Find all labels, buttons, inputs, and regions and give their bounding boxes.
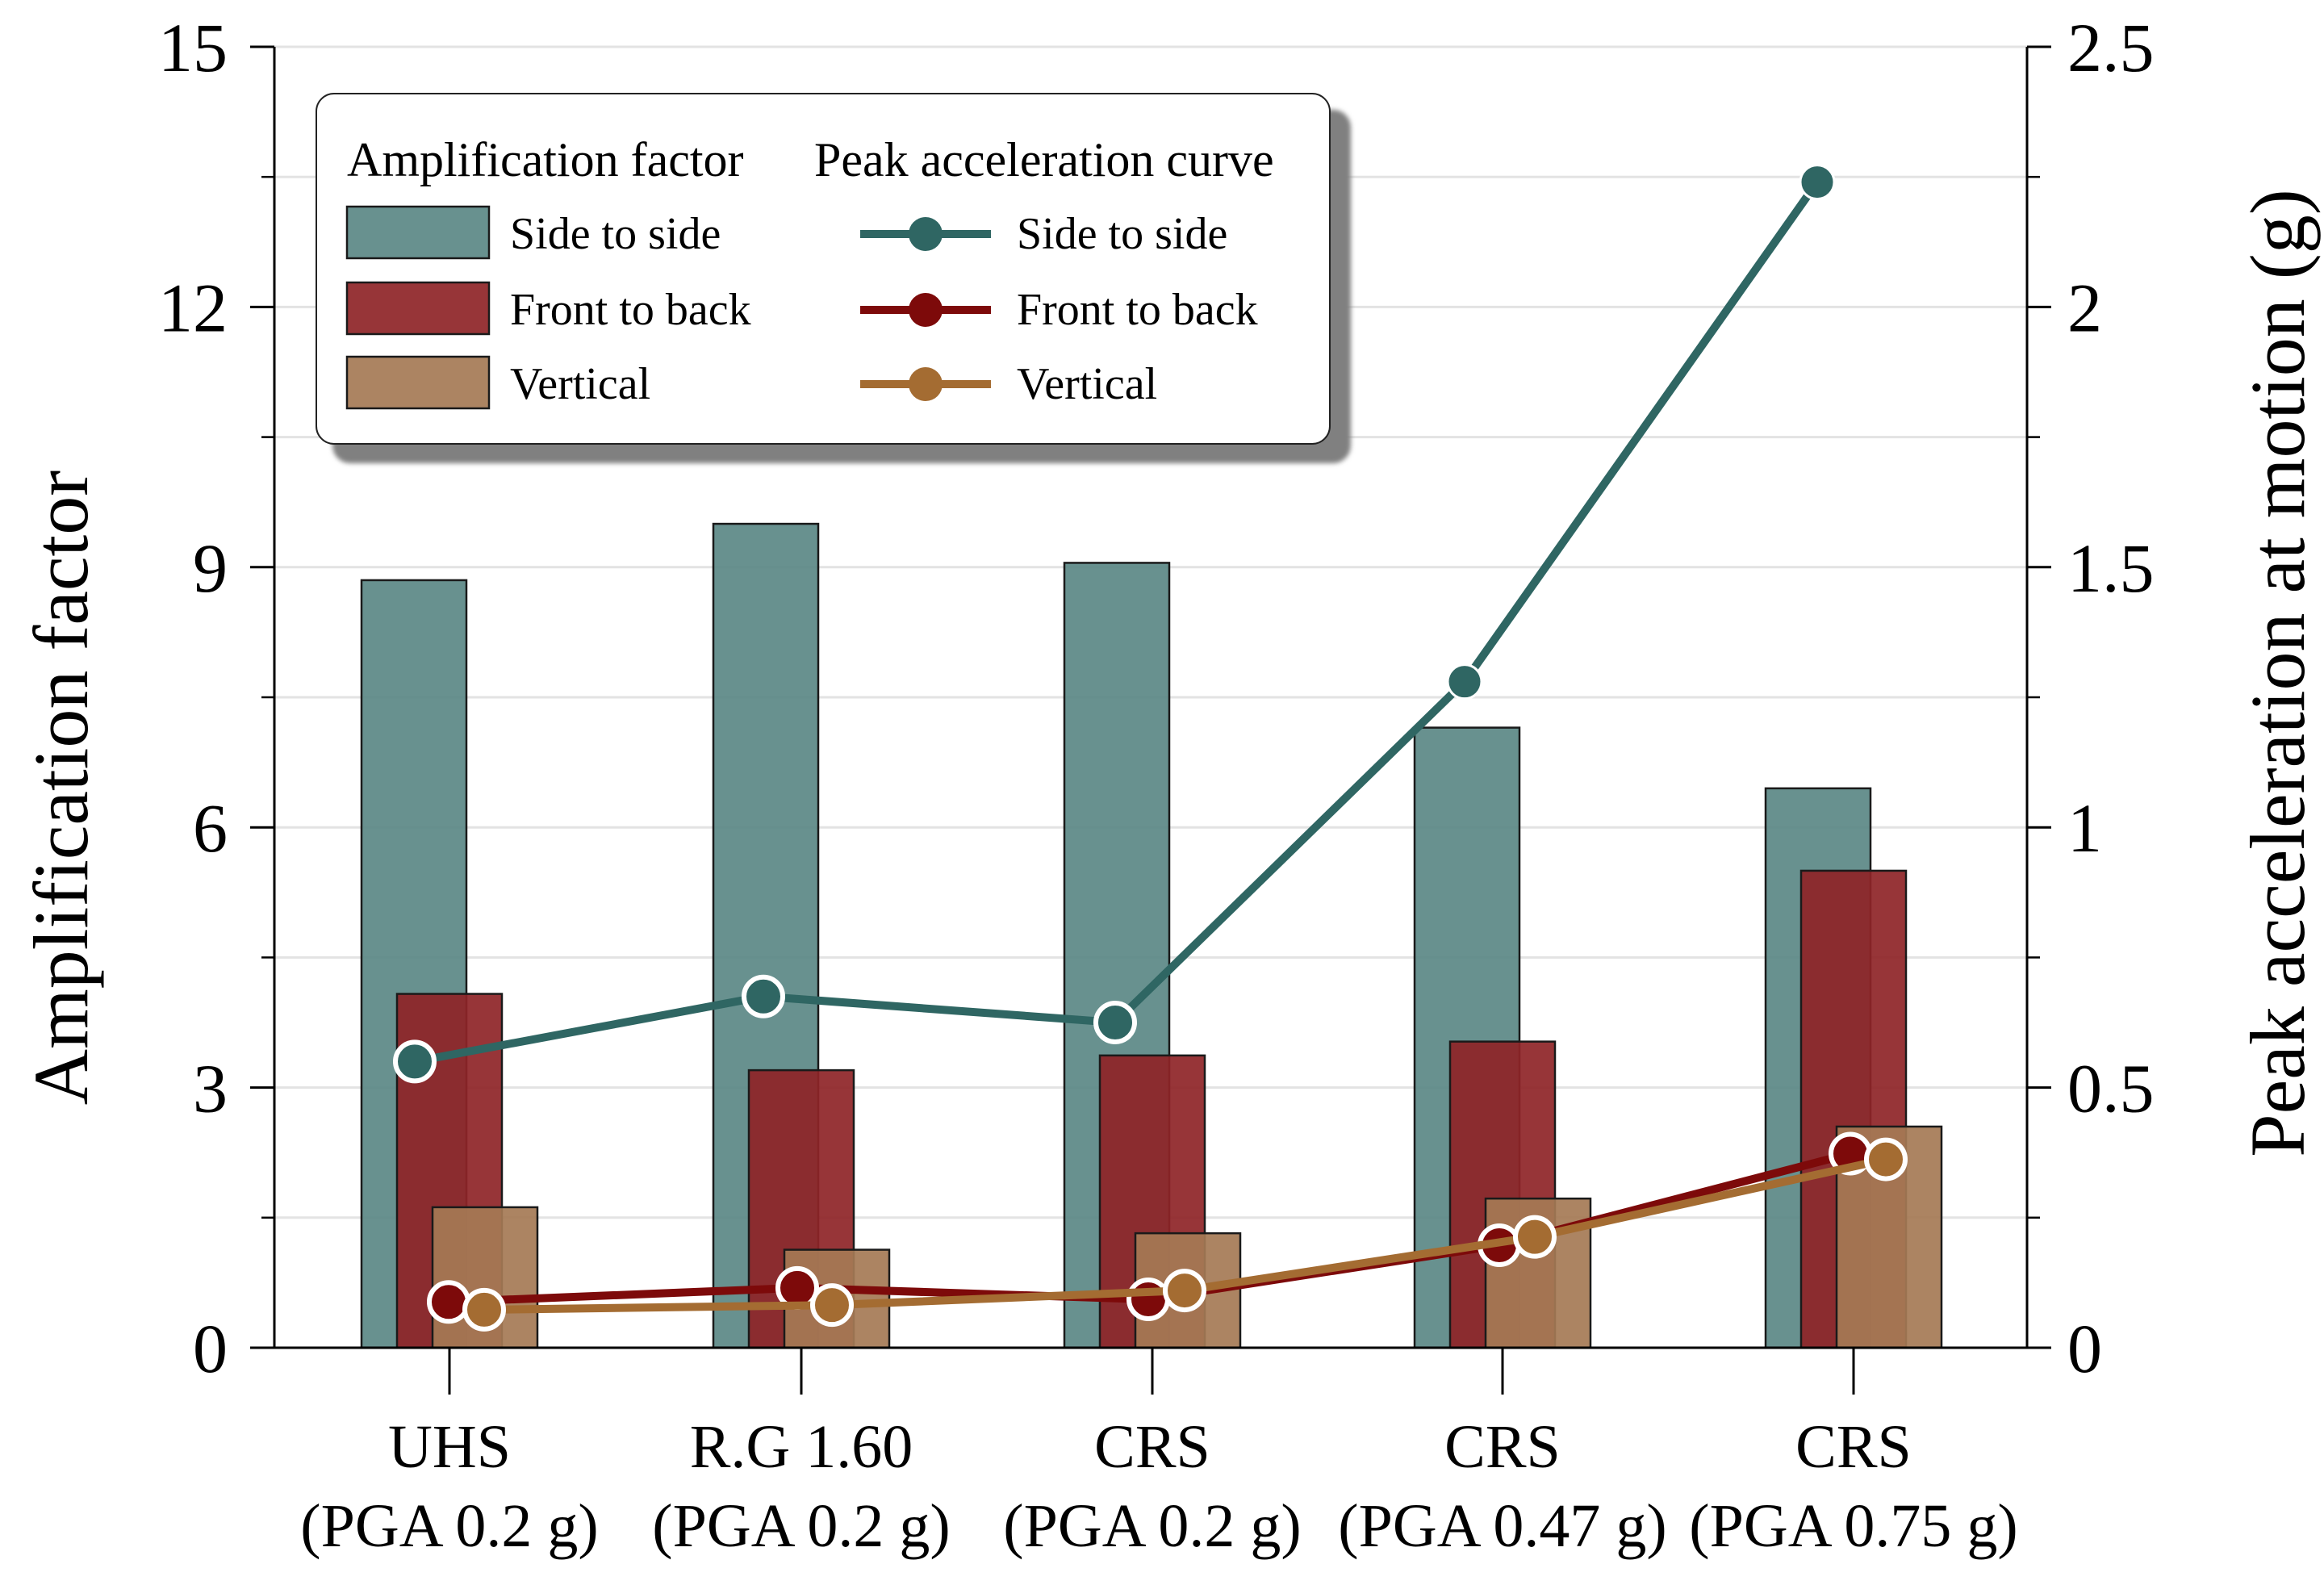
y2-tick-label: 2.5 bbox=[2067, 9, 2155, 86]
data-point bbox=[1513, 1215, 1557, 1259]
y-tick-label: 6 bbox=[193, 789, 228, 867]
legend-bar-swatch bbox=[345, 205, 491, 260]
legend-line-label: Vertical bbox=[1017, 359, 1157, 409]
data-point bbox=[1163, 1269, 1206, 1313]
y-tick-label: 15 bbox=[158, 9, 228, 86]
legend-line-title: Peak acceleration curve bbox=[814, 133, 1274, 186]
y2-axis-title: Peak acceleration at motion (g) bbox=[2234, 189, 2321, 1156]
x-tick-label: (PGA 0.2 g) bbox=[1003, 1492, 1301, 1560]
legend-bar-label: Side to side bbox=[510, 209, 721, 259]
data-point bbox=[742, 974, 785, 1018]
legend-line-marker bbox=[909, 217, 943, 251]
y2-tick-label: 1 bbox=[2067, 789, 2102, 867]
data-point bbox=[1446, 663, 1483, 700]
legend-line-marker bbox=[909, 293, 943, 327]
data-point bbox=[427, 1280, 470, 1324]
x-tick-label: UHS bbox=[388, 1413, 511, 1481]
data-point bbox=[1864, 1137, 1908, 1181]
x-tick-label: CRS bbox=[1094, 1413, 1210, 1481]
axes: 0 3 6 9 12 15 0 0.5 1 1.5 2 2.5 UHS (PGA 0.2 g) R.G 1.… bbox=[158, 9, 2155, 1560]
y-tick-label: 9 bbox=[193, 529, 228, 607]
y-tick-label: 0 bbox=[193, 1310, 228, 1387]
y2-tick-label: 0.5 bbox=[2067, 1050, 2155, 1127]
y-tick-label: 3 bbox=[193, 1050, 228, 1127]
legend: Amplification factor Peak acceleration c… bbox=[316, 93, 1351, 463]
x-tick-label: (PGA 0.2 g) bbox=[652, 1492, 950, 1560]
y-axis-title: Amplification factor bbox=[18, 470, 104, 1105]
x-tick-label: (PGA 0.47 g) bbox=[1338, 1492, 1666, 1560]
legend-bar-swatch bbox=[345, 355, 491, 410]
y-tick-label: 12 bbox=[158, 269, 228, 346]
y2-tick-label: 0 bbox=[2067, 1310, 2102, 1387]
y2-tick-label: 1.5 bbox=[2067, 529, 2155, 607]
series-lines bbox=[393, 164, 1908, 1332]
y2-tick-label: 2 bbox=[2067, 269, 2102, 346]
x-tick-label: (PGA 0.75 g) bbox=[1689, 1492, 2017, 1560]
x-tick-label: CRS bbox=[1444, 1413, 1561, 1481]
legend-box bbox=[316, 93, 1331, 445]
x-tick-label: R.G 1.60 bbox=[690, 1413, 913, 1481]
legend-line-marker bbox=[909, 367, 943, 401]
x-tick-label: (PGA 0.2 g) bbox=[300, 1492, 598, 1560]
data-point bbox=[810, 1283, 854, 1328]
legend-bar-label: Vertical bbox=[510, 359, 650, 409]
legend-bar-label: Front to back bbox=[510, 285, 751, 335]
legend-bar-title: Amplification factor bbox=[347, 133, 744, 186]
data-point bbox=[462, 1287, 506, 1332]
legend-line-label: Side to side bbox=[1017, 209, 1227, 259]
bars bbox=[360, 522, 1943, 1349]
legend-bar-swatch bbox=[345, 281, 491, 336]
data-point bbox=[1093, 1001, 1137, 1044]
data-point bbox=[1126, 1278, 1170, 1322]
legend-line-label: Front to back bbox=[1017, 285, 1258, 335]
data-point bbox=[393, 1039, 437, 1084]
data-point bbox=[1799, 164, 1836, 201]
x-tick-label: CRS bbox=[1795, 1413, 1912, 1481]
